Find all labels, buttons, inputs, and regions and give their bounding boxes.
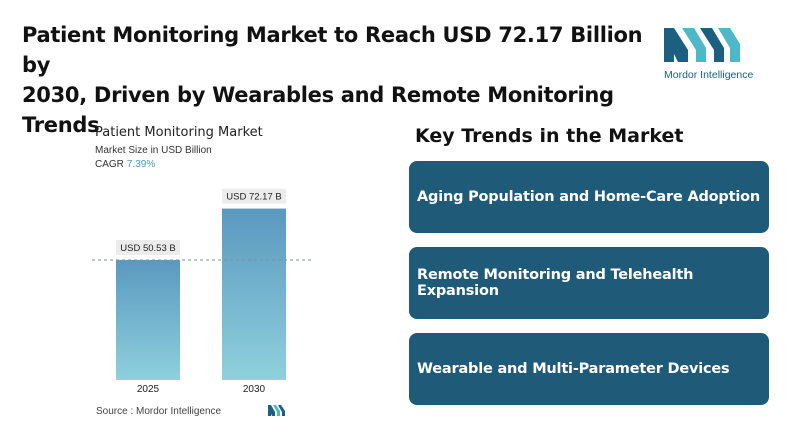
bar-2025	[116, 259, 180, 380]
chart-title: Patient Monitoring Market	[95, 125, 263, 140]
key-trends-title: Key Trends in the Market	[415, 125, 684, 147]
trend-label-3: Wearable and Multi-Parameter Devices	[417, 361, 730, 377]
mordor-intelligence-logo: Mordor Intelligence	[664, 24, 774, 81]
bar-chart: USD 50.53 B 2025 USD 72.17 B 2030	[92, 188, 312, 395]
chart-subtitle: Market Size in USD Billion	[95, 145, 212, 156]
headline: Patient Monitoring Market to Reach USD 7…	[22, 20, 652, 140]
mordor-logo-icon	[664, 28, 740, 62]
chart-cagr: CAGR 7.39%	[95, 159, 155, 170]
cagr-value: 7.39%	[126, 159, 156, 170]
brand-name: Mordor Intelligence	[664, 69, 754, 81]
mordor-small-logo-icon	[268, 405, 285, 416]
data-label-box-2030	[222, 188, 286, 204]
trend-label-1: Aging Population and Home-Care Adoption	[417, 189, 760, 205]
bar-2030	[222, 208, 286, 380]
headline-line-1: Patient Monitoring Market to Reach USD 7…	[22, 23, 643, 77]
data-label-2025: USD 50.53 B	[120, 243, 175, 254]
data-label-box-2025	[116, 239, 180, 255]
x-tick-label-2025: 2025	[137, 384, 160, 395]
cagr-label: CAGR	[95, 159, 124, 170]
data-label-2030: USD 72.17 B	[226, 192, 281, 203]
x-tick-label-2030: 2030	[243, 384, 266, 395]
trend-card-3: Wearable and Multi-Parameter Devices	[409, 333, 769, 405]
trend-card-1: Aging Population and Home-Care Adoption	[409, 161, 769, 233]
trend-card-2: Remote Monitoring and Telehealth Expansi…	[409, 247, 769, 319]
chart-source: Source : Mordor Intelligence	[96, 406, 222, 417]
headline-line-2: 2030, Driven by Wearables and Remote Mon…	[22, 83, 614, 137]
trend-label-2: Remote Monitoring and Telehealth Expansi…	[417, 267, 694, 299]
